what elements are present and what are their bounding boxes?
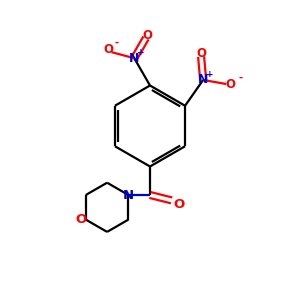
Text: O: O — [142, 29, 152, 42]
Text: -: - — [238, 72, 242, 82]
Text: N: N — [129, 52, 140, 65]
Text: O: O — [173, 197, 185, 211]
Text: -: - — [114, 38, 118, 48]
Text: +: + — [206, 70, 214, 79]
Text: O: O — [196, 47, 206, 60]
Text: O: O — [103, 43, 113, 56]
Text: O: O — [76, 213, 87, 226]
Text: O: O — [226, 77, 236, 91]
Text: N: N — [123, 188, 134, 202]
Text: +: + — [137, 48, 145, 57]
Text: N: N — [198, 74, 208, 86]
